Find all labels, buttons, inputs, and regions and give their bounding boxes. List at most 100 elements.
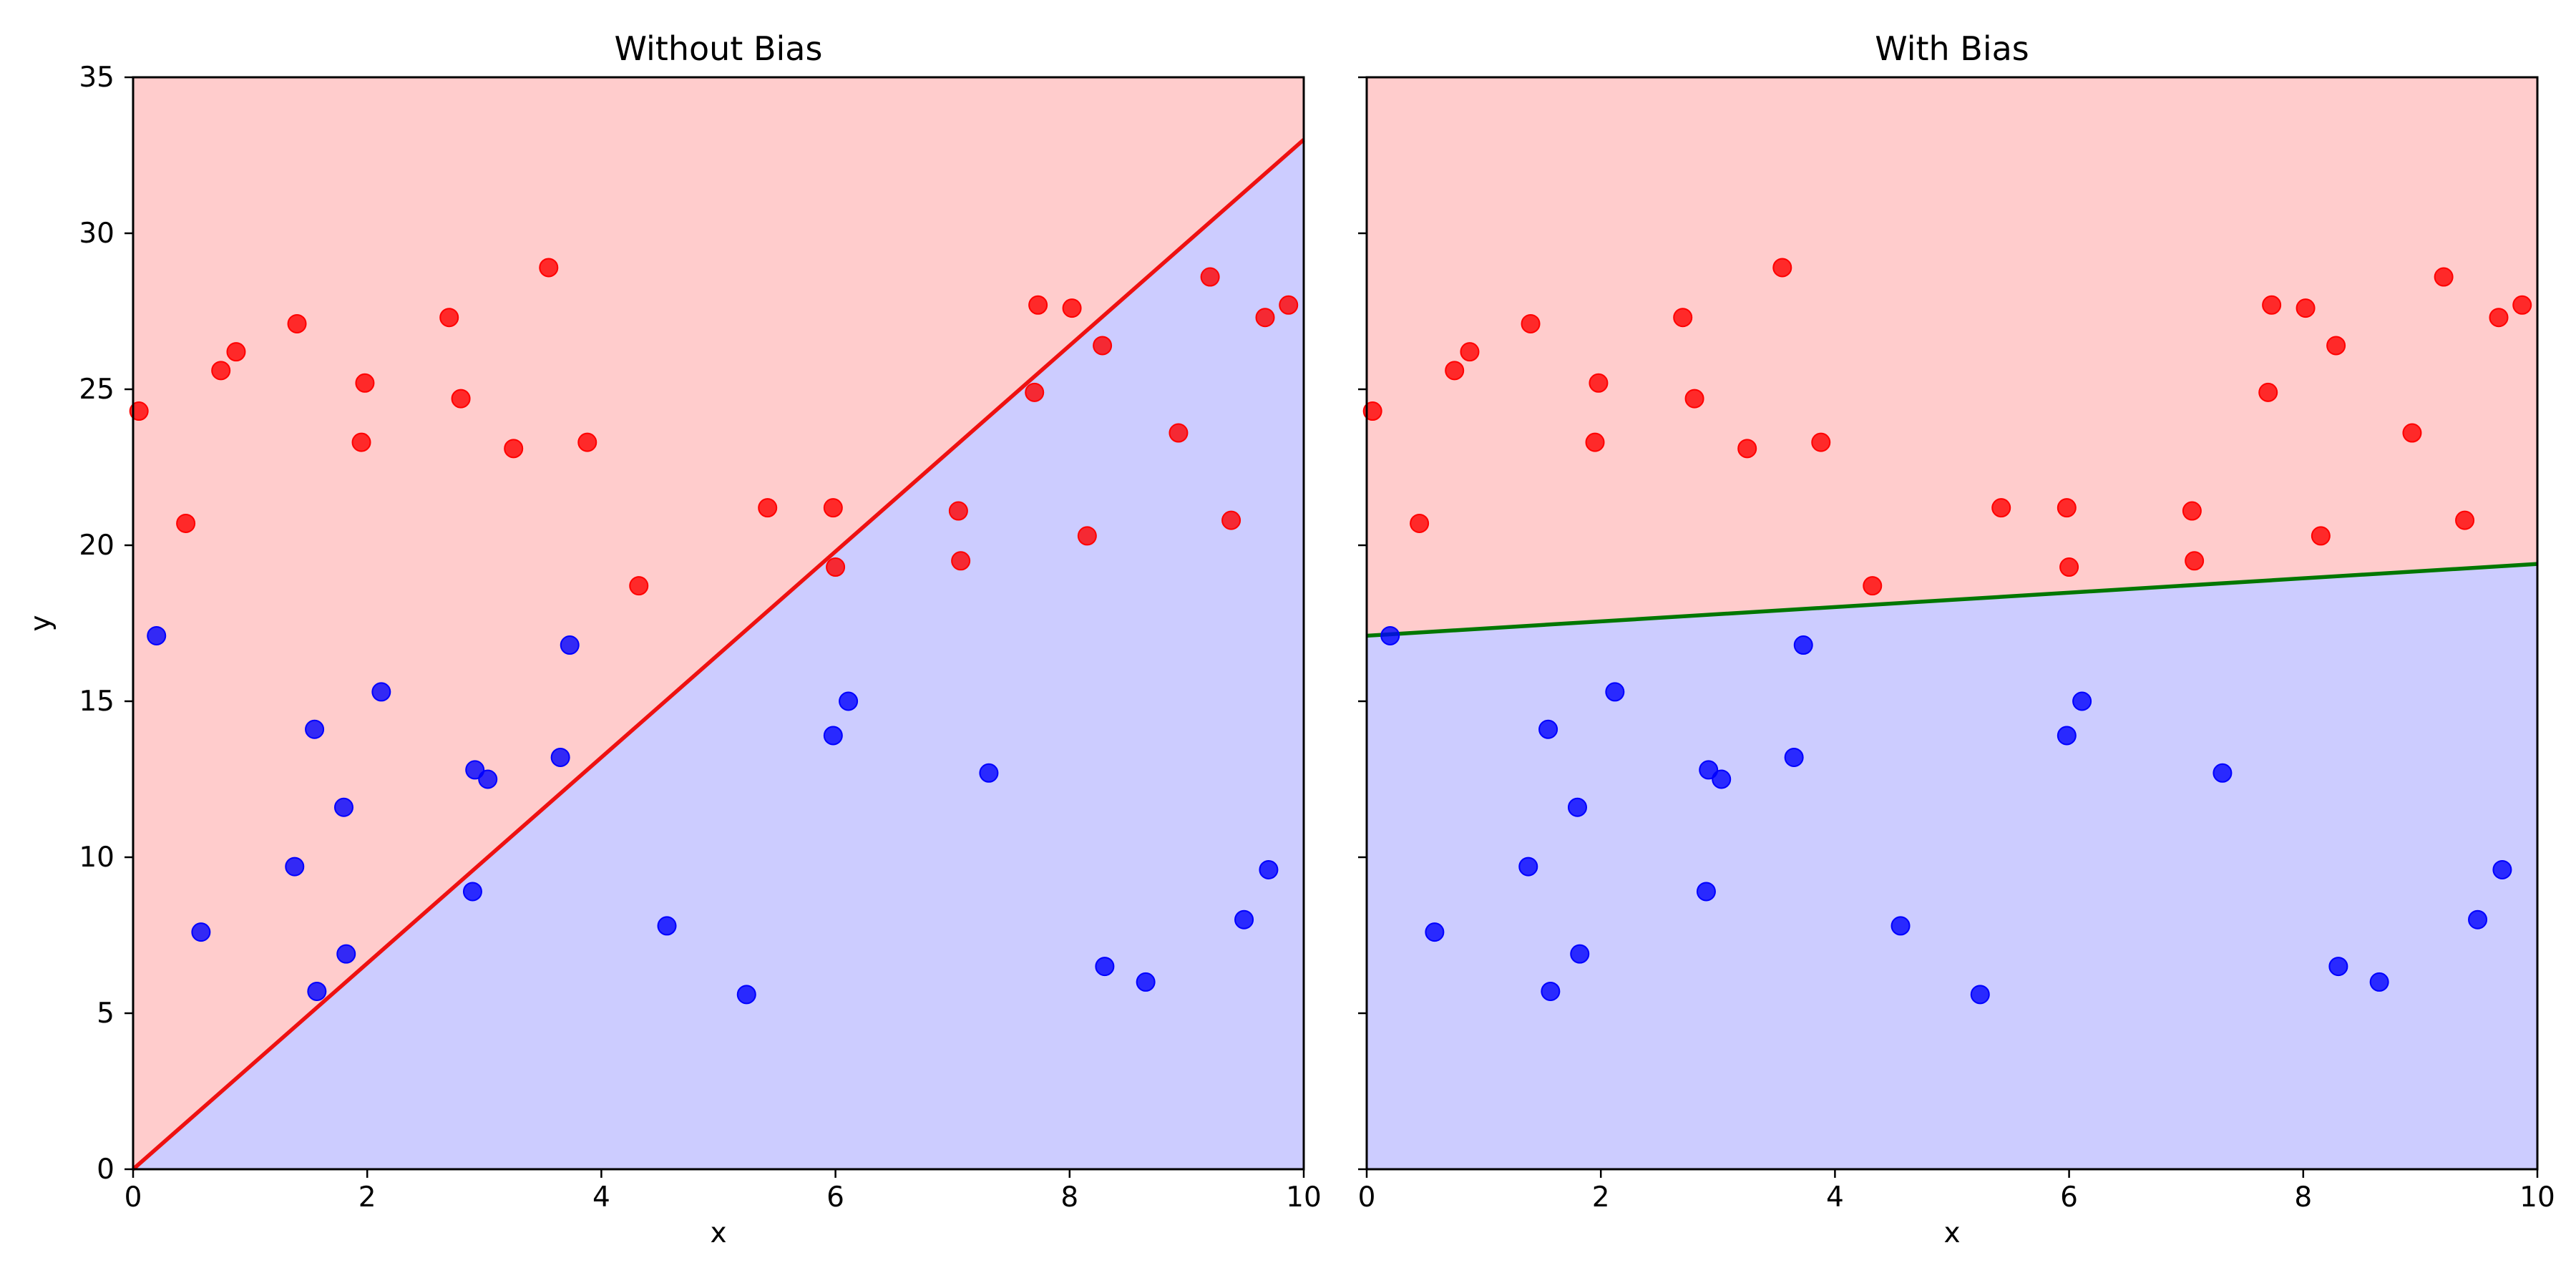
data-point — [1784, 747, 1804, 767]
data-point — [577, 432, 597, 452]
data-point — [2296, 298, 2316, 318]
x-tick-label: 8 — [2294, 1181, 2312, 1214]
data-point — [1255, 308, 1275, 328]
y-tick-label: 35 — [79, 62, 114, 94]
data-point — [2328, 957, 2348, 977]
data-point — [1445, 361, 1465, 381]
data-point — [1028, 295, 1048, 315]
data-point — [1136, 972, 1156, 992]
series-1 — [1380, 625, 2512, 1005]
data-point — [539, 258, 559, 278]
data-point — [1585, 432, 1605, 452]
x-tick-label: 4 — [592, 1181, 610, 1214]
data-point — [657, 916, 677, 936]
decision-boundary-line — [1366, 562, 2538, 638]
data-point — [1093, 336, 1113, 356]
x-tick-label: 0 — [1358, 1181, 1376, 1214]
data-point — [129, 401, 149, 421]
data-point — [1991, 498, 2011, 518]
data-point — [1696, 882, 1716, 902]
data-point — [371, 682, 391, 702]
series-0 — [1362, 258, 2532, 596]
region-above-boundary — [1367, 77, 2537, 636]
y-tick-label: 15 — [79, 686, 114, 718]
data-point — [305, 719, 325, 739]
y-tick-label: 0 — [97, 1153, 114, 1186]
data-point — [951, 551, 971, 571]
y-tick-label: 20 — [79, 530, 114, 562]
panel-without-bias: 0 2 4 6 8 10 0 5 10 15 20 25 30 35 Without Bias x y — [25, 29, 1322, 1249]
data-point — [1200, 267, 1220, 287]
panel-with-bias: 0 2 4 6 8 10 With Bias x — [1358, 29, 2555, 1249]
data-point — [336, 944, 356, 964]
data-point — [2326, 336, 2346, 356]
data-point — [2057, 726, 2077, 746]
data-point — [1605, 682, 1625, 702]
data-point — [1380, 625, 1400, 645]
data-point — [439, 308, 459, 328]
x-tick-label: 0 — [125, 1181, 142, 1214]
data-point — [2455, 510, 2475, 530]
data-point — [1169, 423, 1189, 443]
data-point — [1095, 957, 1115, 977]
data-point — [1025, 382, 1045, 402]
data-point — [307, 981, 327, 1001]
data-point — [191, 922, 211, 942]
data-point — [1279, 295, 1299, 315]
data-point — [147, 625, 167, 645]
y-tick-label: 25 — [79, 374, 114, 406]
data-point — [2072, 691, 2092, 711]
data-point — [1518, 857, 1538, 877]
data-point — [1811, 432, 1831, 452]
data-point — [1521, 313, 1541, 333]
data-point — [1541, 981, 1561, 1001]
data-point — [823, 726, 843, 746]
data-point — [1570, 944, 1590, 964]
data-point — [1712, 769, 1732, 789]
data-point — [2402, 423, 2422, 443]
data-point — [2492, 859, 2512, 879]
data-point — [462, 882, 482, 902]
axes-frame — [132, 76, 1305, 1171]
data-point — [839, 691, 859, 711]
data-point — [2182, 501, 2202, 521]
data-point — [629, 576, 649, 596]
data-point — [1567, 797, 1587, 817]
data-point — [355, 373, 375, 393]
data-point — [1970, 985, 1990, 1005]
y-tick-label: 5 — [97, 997, 114, 1030]
data-point — [504, 439, 524, 459]
x-tick-label: 2 — [358, 1181, 376, 1214]
data-point — [478, 769, 498, 789]
x-axis-label: x — [1943, 1217, 1960, 1249]
data-point — [1077, 526, 1097, 546]
data-point — [1410, 513, 1430, 533]
data-point — [2468, 909, 2488, 930]
data-point — [2262, 295, 2282, 315]
axes-frame — [1365, 76, 2539, 1171]
region-below-boundary — [1367, 564, 2537, 1169]
data-point — [1460, 342, 1480, 362]
data-point — [2185, 551, 2205, 571]
data-point — [287, 313, 307, 333]
y-axis-label: y — [25, 615, 57, 631]
chart-title: With Bias — [1875, 29, 2029, 68]
y-tick-label: 30 — [79, 218, 114, 250]
data-point — [1699, 760, 1719, 780]
data-point — [758, 498, 778, 518]
x-tick-label: 10 — [2519, 1181, 2555, 1214]
decision-regions — [133, 77, 1304, 1170]
data-point — [560, 635, 580, 655]
data-point — [176, 513, 196, 533]
decision-regions — [1367, 77, 2537, 1169]
data-point — [2057, 498, 2077, 518]
data-point — [1425, 922, 1445, 942]
data-point — [2212, 763, 2233, 783]
chart-title: Without Bias — [615, 29, 823, 68]
data-point — [1793, 635, 1813, 655]
data-point — [2512, 295, 2532, 315]
x-tick-label: 6 — [2060, 1181, 2078, 1214]
data-point — [2434, 267, 2454, 287]
data-point — [1259, 859, 1279, 879]
